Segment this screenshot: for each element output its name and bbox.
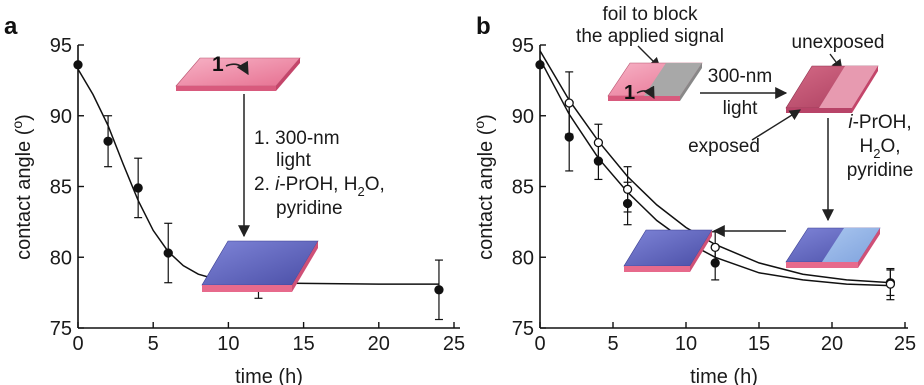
y-tick-label: 90 xyxy=(512,106,534,128)
y-axis-label-a: contact angle (o) xyxy=(9,114,35,260)
panel-label-b: b xyxy=(476,13,491,40)
open-data-point xyxy=(885,279,896,289)
exposed-substrate xyxy=(785,65,879,113)
step1-light: light xyxy=(276,150,312,171)
rinse-label-1: i-PrOH, xyxy=(848,112,911,133)
y-tick-label: 85 xyxy=(512,177,534,199)
filled-data-point xyxy=(103,136,113,146)
ticks-a: 0 5 10 15 20 25 75 80 85 90 95 xyxy=(50,35,465,355)
x-tick-label: 0 xyxy=(72,333,83,355)
light-label-2: light xyxy=(723,98,759,119)
foil-label-1: foil to block xyxy=(602,4,698,25)
y-tick-label: 90 xyxy=(50,106,72,128)
filled-data-point xyxy=(163,248,173,258)
y-tick-label: 75 xyxy=(50,318,72,340)
exposed-arrow xyxy=(751,109,801,141)
x-tick-label: 15 xyxy=(748,333,770,355)
x-tick-label: 15 xyxy=(292,333,314,355)
reaction-arrow-b xyxy=(636,85,655,100)
split-substrate-right xyxy=(785,227,881,268)
x-tick-label: 5 xyxy=(148,333,159,355)
x-axis-label-a: time (h) xyxy=(235,366,303,385)
panel-label-a: a xyxy=(4,13,18,40)
data-points-b xyxy=(535,60,896,301)
y-tick-label: 85 xyxy=(50,177,72,199)
open-data-point xyxy=(564,98,574,108)
reagent-label-a: 1 xyxy=(212,53,224,76)
x-tick-label: 5 xyxy=(607,333,618,355)
ticks-b: 0 5 10 15 20 25 75 80 85 90 95 xyxy=(512,35,916,355)
svg-text:contact angle (o): contact angle (o) xyxy=(471,114,497,260)
fit-curve xyxy=(539,50,891,284)
svg-text:contact angle (o): contact angle (o) xyxy=(9,114,35,260)
filled-data-point xyxy=(535,60,545,70)
rinse-label-2: H2O, xyxy=(859,136,900,161)
open-data-point xyxy=(622,184,633,194)
x-tick-label: 10 xyxy=(217,333,239,355)
open-data-point xyxy=(710,242,720,252)
exposed-label: exposed xyxy=(688,136,760,157)
x-tick-label: 10 xyxy=(675,333,697,355)
step2-label: 2. i-PrOH, H2O, xyxy=(254,174,385,199)
rinse-label-3: pyridine xyxy=(847,160,914,181)
light-label-1: 300-nm xyxy=(708,66,772,87)
y-axis-label-b: contact angle (o) xyxy=(471,114,497,260)
x-tick-label: 25 xyxy=(894,333,916,355)
y-tick-label: 80 xyxy=(512,247,534,269)
blue-substrate-a xyxy=(201,240,319,292)
panel-b: b 0 5 10 15 20 25 75 80 85 90 95 time (h) contact … xyxy=(471,4,916,385)
unexposed-label: unexposed xyxy=(792,32,885,53)
data-points-a xyxy=(73,60,444,321)
reagent-label-b: 1 xyxy=(624,82,635,104)
filled-data-point xyxy=(133,183,143,193)
foil-label-2: the applied signal xyxy=(576,26,724,47)
foil-substrate xyxy=(607,62,703,101)
panel-a: a 0 5 10 15 20 25 75 80 85 90 95 time (h) contact … xyxy=(4,13,465,385)
x-tick-label: 20 xyxy=(368,333,390,355)
y-tick-label: 75 xyxy=(512,318,534,340)
y-tick-label: 95 xyxy=(50,35,72,57)
filled-data-point xyxy=(73,60,83,70)
x-axis-label-b: time (h) xyxy=(690,366,758,385)
step2-pyridine: pyridine xyxy=(276,198,343,219)
x-tick-label: 25 xyxy=(443,333,465,355)
reaction-arrow-a xyxy=(225,60,249,76)
filled-data-point xyxy=(434,285,444,295)
x-tick-label: 20 xyxy=(821,333,843,355)
split-substrate-left xyxy=(623,229,713,272)
y-tick-label: 95 xyxy=(512,35,534,57)
step1-label: 1. 300-nm xyxy=(254,128,340,149)
x-tick-label: 0 xyxy=(534,333,545,355)
open-data-point xyxy=(593,137,604,148)
y-tick-label: 80 xyxy=(50,247,72,269)
pink-substrate-a xyxy=(175,57,301,91)
